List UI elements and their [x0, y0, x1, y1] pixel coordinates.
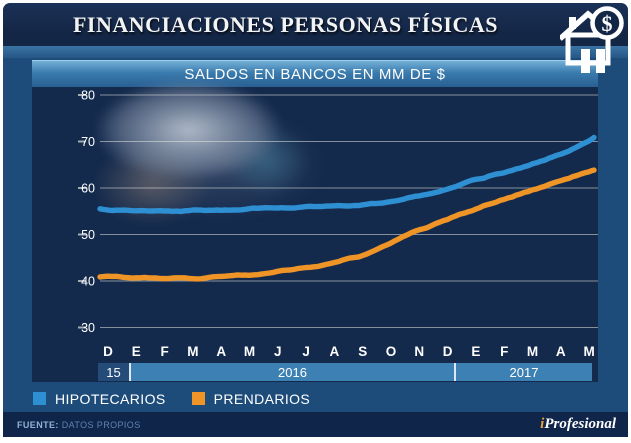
svg-text:40: 40 [81, 275, 95, 289]
main-area: SALDOS EN BANCOS EN MM DE $ 80 70 60 50 40 30… [3, 58, 628, 412]
house-dollar-icon: $ [558, 5, 624, 73]
svg-text:M: M [244, 344, 255, 359]
line-chart: 80 70 60 50 40 30 D E F M A M J J A S O N D E F M A M 15 2016 2017 [78, 89, 598, 381]
svg-text:F: F [500, 344, 508, 359]
svg-text:E: E [132, 344, 141, 359]
svg-text:S: S [358, 344, 367, 359]
content-frame: FINANCIACIONES PERSONAS FÍSICAS $ SALDOS… [3, 3, 628, 437]
svg-text:J: J [302, 344, 310, 359]
svg-text:M: M [527, 344, 538, 359]
svg-text:D: D [103, 344, 113, 359]
svg-text:M: M [583, 344, 594, 359]
header-bar: FINANCIACIONES PERSONAS FÍSICAS [3, 3, 628, 46]
svg-text:O: O [386, 344, 397, 359]
source-value: DATOS PROPIOS [61, 419, 141, 430]
page-title: FINANCIACIONES PERSONAS FÍSICAS [72, 11, 499, 37]
chart-title-bar: SALDOS EN BANCOS EN MM DE $ [32, 60, 598, 87]
logo-rest: Profesional [544, 416, 616, 432]
legend-label: HIPOTECARIOS [55, 390, 166, 407]
source-label: FUENTE: [17, 419, 59, 430]
svg-text:70: 70 [81, 135, 95, 149]
prendarios-color-swatch [191, 392, 205, 405]
dollar-sign-glyph: $ [602, 11, 613, 36]
svg-text:30: 30 [81, 321, 95, 335]
footer-bar: FUENTE: DATOS PROPIOS iProfesional [3, 412, 628, 437]
hipotecarios-color-swatch [33, 392, 46, 405]
svg-text:N: N [414, 344, 424, 359]
svg-text:M: M [187, 344, 198, 359]
svg-text:2016: 2016 [278, 365, 307, 380]
svg-text:15: 15 [106, 365, 120, 380]
chart-legend: HIPOTECARIOS PRENDARIOS [3, 385, 628, 412]
source-note: FUENTE: DATOS PROPIOS [17, 420, 141, 430]
svg-text:E: E [471, 344, 480, 359]
svg-text:2017: 2017 [510, 365, 539, 380]
logo-i: i [540, 416, 545, 432]
svg-text:60: 60 [81, 182, 95, 196]
svg-text:J: J [274, 344, 282, 359]
legend-label: PRENDARIOS [213, 390, 311, 407]
legend-item-hipotecarios: HIPOTECARIOS [33, 391, 166, 407]
iprofesional-logo: iProfesional [540, 416, 616, 433]
svg-text:50: 50 [81, 228, 95, 242]
svg-text:A: A [216, 344, 226, 359]
header-accent-strip [3, 46, 628, 58]
svg-text:80: 80 [81, 89, 95, 103]
legend-item-prendarios: PRENDARIOS [191, 390, 311, 407]
svg-text:F: F [160, 344, 168, 359]
svg-text:A: A [330, 344, 340, 359]
svg-text:A: A [556, 344, 566, 359]
svg-text:D: D [443, 344, 453, 359]
chart-title: SALDOS EN BANCOS EN MM DE $ [184, 65, 446, 83]
plot-area: 80 70 60 50 40 30 D E F M A M J J A S O N D E F M A M 15 2016 2017 [32, 79, 598, 382]
chart-panel: SALDOS EN BANCOS EN MM DE $ 80 70 60 50 40 30… [32, 60, 598, 382]
